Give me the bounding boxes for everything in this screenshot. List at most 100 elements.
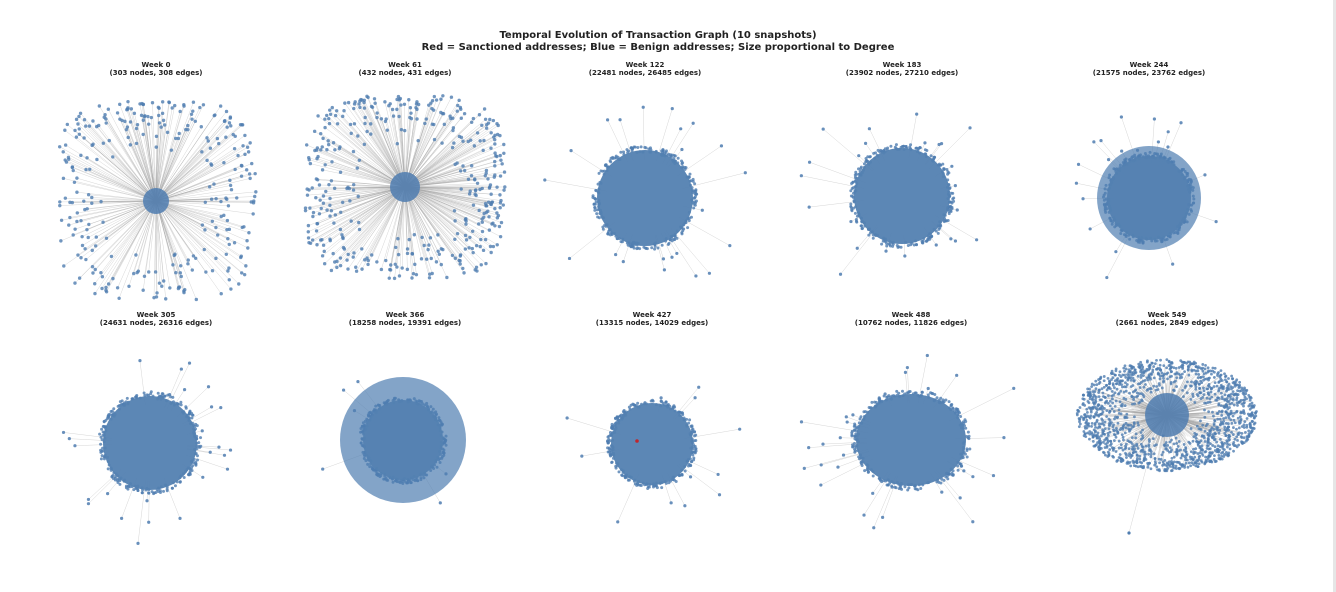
node (693, 182, 697, 186)
node (331, 251, 335, 256)
node (191, 254, 196, 258)
node (1187, 461, 1191, 465)
node (853, 173, 857, 177)
node (1225, 389, 1228, 393)
node (860, 227, 864, 231)
node (601, 169, 605, 173)
node (253, 194, 257, 199)
node (67, 437, 71, 441)
node (958, 462, 962, 466)
node (63, 196, 68, 200)
node (819, 463, 823, 467)
node (680, 159, 684, 163)
node (859, 165, 863, 169)
node (187, 412, 191, 416)
node (441, 112, 446, 116)
node (656, 246, 660, 250)
node (1207, 393, 1211, 397)
node (77, 132, 82, 136)
node (316, 114, 320, 118)
node (1227, 416, 1231, 420)
node (1115, 426, 1118, 430)
node (372, 97, 377, 101)
node (1213, 392, 1217, 396)
node (311, 214, 315, 219)
node (1213, 449, 1217, 452)
node (1223, 372, 1226, 376)
node (67, 223, 71, 227)
node (80, 243, 85, 248)
node (345, 186, 349, 191)
node (1218, 428, 1222, 432)
edge (155, 111, 227, 202)
node (93, 282, 97, 286)
node (195, 458, 199, 462)
node (107, 416, 111, 420)
node (416, 102, 421, 107)
node (68, 215, 72, 220)
node (325, 148, 329, 152)
edge (106, 122, 157, 202)
node (156, 391, 160, 395)
node (170, 486, 174, 490)
node (147, 270, 151, 274)
node (632, 403, 636, 407)
edge (127, 107, 157, 202)
node (686, 226, 690, 230)
node (617, 470, 621, 474)
node (1163, 458, 1167, 462)
node (1150, 361, 1154, 365)
edge (310, 163, 406, 188)
node (451, 126, 456, 130)
node (205, 158, 209, 163)
node (471, 250, 475, 255)
node (1108, 418, 1112, 422)
node (102, 420, 106, 424)
node (471, 116, 476, 121)
node (679, 127, 683, 131)
node (82, 118, 87, 122)
node (903, 370, 908, 375)
node (77, 127, 81, 131)
node (77, 114, 81, 119)
node (461, 266, 465, 271)
node (1250, 401, 1254, 405)
node (219, 214, 223, 219)
node (224, 109, 229, 114)
node (57, 145, 62, 149)
node (884, 241, 888, 245)
node (688, 463, 692, 467)
edge (404, 186, 460, 261)
node (463, 233, 468, 238)
node (201, 103, 206, 107)
node (225, 227, 229, 232)
node (601, 227, 605, 231)
dense-core (1107, 156, 1191, 240)
node (1191, 395, 1195, 398)
node (1189, 450, 1193, 454)
edge (155, 200, 230, 230)
node (1235, 427, 1238, 431)
node (1152, 117, 1156, 121)
node (217, 445, 221, 449)
node (395, 107, 399, 112)
node (360, 247, 364, 251)
graph-panel: Week 0(303 nodes, 308 edges) (57, 61, 258, 302)
node (866, 470, 870, 474)
node (436, 249, 440, 253)
node (946, 170, 950, 174)
node (76, 122, 80, 126)
edge (83, 137, 157, 202)
edge (105, 200, 157, 288)
node (1224, 378, 1227, 382)
node (914, 391, 918, 395)
node (1133, 415, 1136, 419)
node (474, 243, 479, 248)
node (160, 111, 165, 116)
node (73, 281, 77, 285)
edge (404, 163, 503, 188)
node (489, 250, 493, 255)
node (182, 475, 186, 479)
node (965, 449, 969, 453)
node (314, 229, 319, 233)
